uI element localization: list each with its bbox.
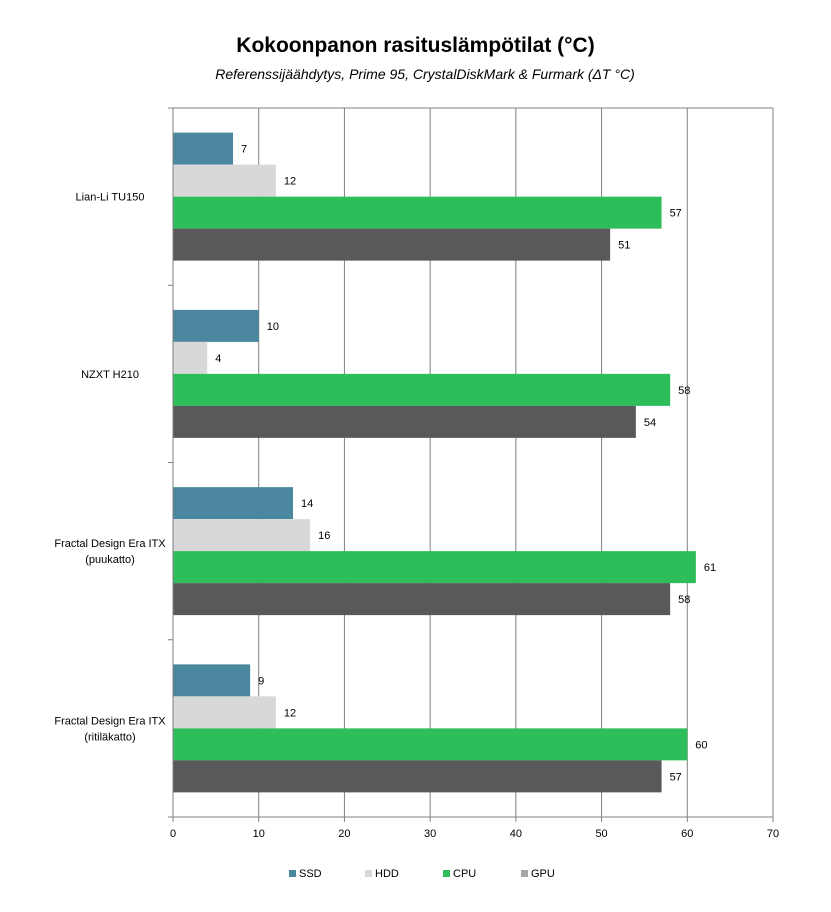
bar-ssd	[173, 664, 251, 697]
bar-cpu	[173, 373, 671, 406]
chart-title: Kokoonpanon rasituslämpötilat (°C)	[236, 34, 595, 57]
bar-gpu	[173, 583, 671, 616]
bar-hdd	[173, 164, 276, 197]
category-label: (puukatto)	[85, 554, 135, 566]
bar-gpu	[173, 760, 662, 793]
legend-label: HDD	[375, 868, 399, 880]
bar-hdd	[173, 696, 276, 729]
bar-hdd	[173, 341, 208, 374]
data-label: 58	[678, 594, 690, 606]
bar-ssd	[173, 132, 233, 165]
data-label: 7	[241, 144, 247, 156]
bar-ssd	[173, 309, 259, 342]
legend-label: GPU	[531, 868, 555, 880]
bar-cpu	[173, 196, 662, 229]
x-tick-label: 60	[681, 828, 693, 840]
category-label: Fractal Design Era ITX	[54, 538, 166, 550]
x-tick-label: 10	[253, 828, 265, 840]
data-label: 57	[670, 771, 682, 783]
data-label: 58	[678, 385, 690, 397]
x-tick-label: 20	[338, 828, 350, 840]
data-label: 12	[284, 707, 296, 719]
category-label: Fractal Design Era ITX	[54, 715, 166, 727]
data-label: 60	[695, 739, 707, 751]
x-tick-label: 0	[170, 828, 176, 840]
data-label: 10	[267, 321, 279, 333]
chart-subtitle: Referenssijäähdytys, Prime 95, CrystalDi…	[215, 66, 635, 82]
data-label: 54	[644, 417, 656, 429]
bar-cpu	[173, 551, 696, 584]
data-label: 12	[284, 176, 296, 188]
data-label: 61	[704, 562, 716, 574]
legend-label: SSD	[299, 868, 322, 880]
x-tick-label: 40	[510, 828, 522, 840]
category-label: (ritiläkatto)	[84, 731, 135, 743]
bar-ssd	[173, 487, 293, 520]
data-label: 51	[618, 240, 630, 252]
x-tick-label: 70	[767, 828, 779, 840]
legend-swatch	[521, 870, 528, 877]
legend-swatch	[289, 870, 296, 877]
data-label: 16	[318, 530, 330, 542]
data-label: 4	[215, 353, 221, 365]
x-tick-label: 50	[595, 828, 607, 840]
category-label: NZXT H210	[81, 369, 139, 381]
x-tick-label: 30	[424, 828, 436, 840]
data-label: 57	[670, 208, 682, 220]
legend-label: CPU	[453, 868, 476, 880]
bar-cpu	[173, 728, 688, 761]
legend-swatch	[365, 870, 372, 877]
bar-gpu	[173, 405, 636, 438]
bar-hdd	[173, 519, 311, 552]
data-label: 14	[301, 498, 313, 510]
legend-swatch	[443, 870, 450, 877]
category-label: Lian-Li TU150	[76, 192, 145, 204]
bar-gpu	[173, 228, 611, 261]
data-label: 9	[258, 675, 264, 687]
